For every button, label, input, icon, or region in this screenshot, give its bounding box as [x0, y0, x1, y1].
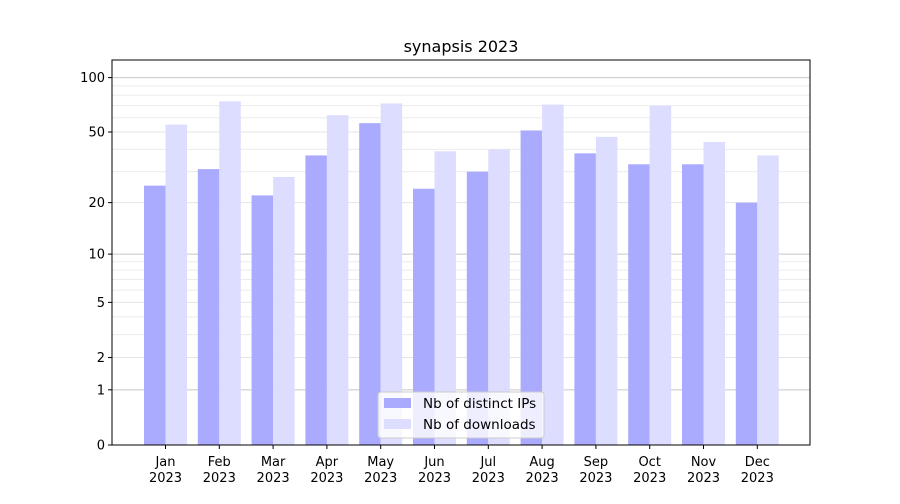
bar-distinct-ips: [628, 164, 650, 446]
x-tick-label: Feb 2023: [203, 455, 236, 486]
x-axis: Jan 2023 Feb 2023 Mar 2023 Apr 2023 May 2023 Jun 20…: [149, 445, 774, 486]
x-tick-label: Jan 2023: [149, 455, 182, 486]
bar-distinct-ips: [359, 123, 381, 446]
y-tick-label: 100: [80, 71, 105, 86]
bar-downloads: [703, 141, 725, 445]
legend-swatch-downloads: [384, 419, 411, 429]
bar-distinct-ips: [735, 202, 758, 445]
x-tick-label: Dec 2023: [741, 455, 774, 486]
legend-swatch-ips: [384, 398, 411, 408]
bar-downloads: [488, 149, 510, 445]
legend-box: [377, 391, 545, 439]
x-tick-label: Nov 2023: [687, 455, 720, 486]
bar-downloads: [273, 176, 295, 446]
x-tick-label: Jul 2023: [472, 455, 505, 486]
bar-distinct-ips: [251, 195, 274, 445]
x-tick-label: Mar 2023: [257, 455, 290, 486]
y-tick-label: 2: [97, 351, 105, 366]
bar-downloads: [649, 105, 672, 446]
x-tick-label: Jun 2023: [418, 455, 451, 486]
chart-title: synapsis 2023: [404, 37, 519, 56]
x-tick-label: Aug 2023: [526, 455, 559, 486]
bar-downloads: [165, 124, 187, 445]
bar-distinct-ips: [144, 185, 166, 446]
bar-downloads: [757, 155, 779, 445]
bar-downloads: [434, 151, 456, 445]
y-tick-label: 5: [97, 296, 105, 311]
bar-distinct-ips: [574, 153, 596, 446]
axes-frame: [111, 59, 811, 446]
y-tick-label: 50: [88, 126, 105, 141]
x-tick-label: Sep 2023: [579, 455, 612, 486]
legend-label-downloads: Nb of downloads: [423, 417, 536, 433]
x-tick-label: May 2023: [364, 455, 397, 486]
y-tick-label: 10: [88, 248, 105, 263]
y-tick-label: 0: [97, 439, 105, 454]
y-tick-label: 20: [88, 196, 105, 211]
legend-label-ips: Nb of distinct IPs: [423, 396, 536, 412]
bar-downloads: [542, 104, 564, 445]
x-tick-label: Oct 2023: [633, 455, 666, 486]
y-axis: 0 1 2 5 10 20 50 100: [80, 71, 112, 454]
bar-distinct-ips: [682, 164, 704, 446]
x-tick-label: Apr 2023: [310, 455, 343, 486]
bar-distinct-ips: [520, 130, 543, 445]
bar-downloads: [326, 115, 349, 446]
bar-distinct-ips: [197, 169, 220, 445]
bar-downloads: [380, 103, 403, 445]
legend: Nb of distinct IPs Nb of downloads: [377, 391, 545, 439]
y-tick-label: 1: [97, 383, 105, 398]
bar-distinct-ips: [413, 188, 435, 445]
bar-downloads: [219, 101, 241, 446]
bar-distinct-ips: [466, 171, 489, 445]
bar-downloads: [595, 136, 618, 445]
bar-distinct-ips: [305, 155, 327, 445]
bars: [144, 101, 779, 446]
